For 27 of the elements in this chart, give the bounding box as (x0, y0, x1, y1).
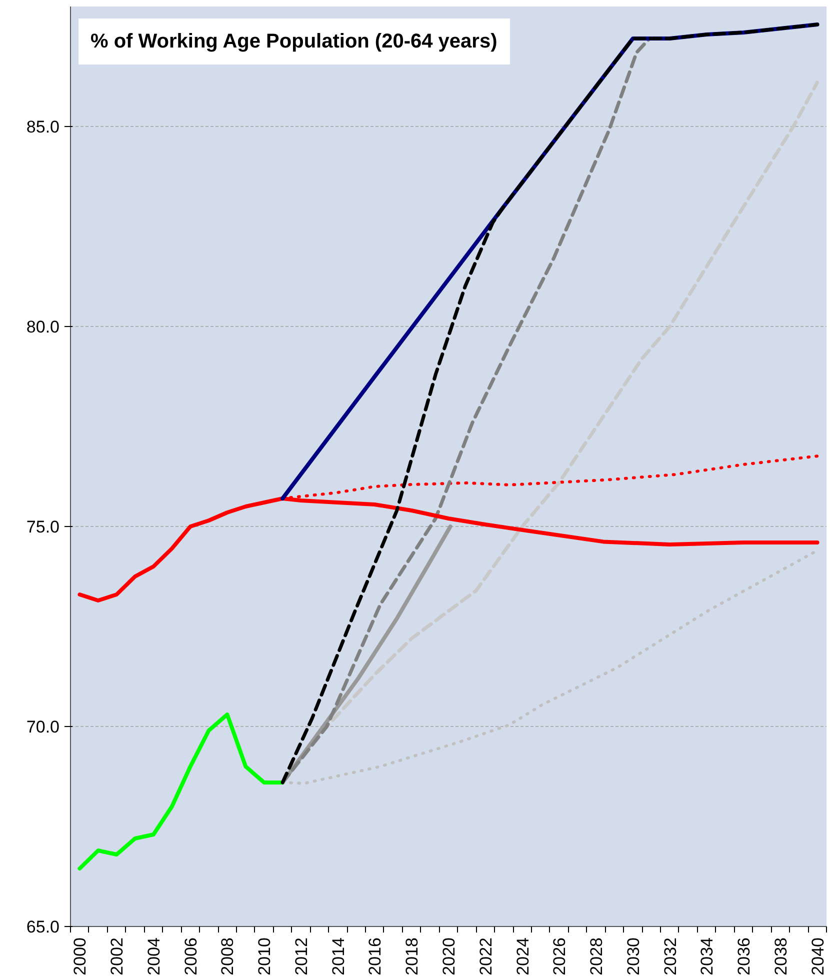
y-tick-label: 80.0 (26, 318, 60, 336)
x-tick-label: 2030 (624, 937, 643, 976)
x-tick-label: 2002 (108, 937, 127, 976)
x-tick-label: 2022 (476, 937, 496, 976)
x-tick-label: 2020 (440, 937, 458, 976)
x-tick-label: 2000 (70, 937, 90, 976)
x-tick-label: 2040 (808, 937, 828, 976)
x-tick-label: 2006 (181, 937, 200, 976)
y-tick-label: 85.0 (26, 118, 60, 136)
x-tick-label: 2004 (144, 937, 164, 976)
y-tick-label: 70.0 (26, 718, 60, 736)
x-tick-label: 2024 (513, 937, 532, 976)
x-tick-label: 2008 (218, 937, 238, 976)
x-tick-label: 2038 (771, 937, 790, 976)
x-tick-label: 2016 (366, 937, 385, 976)
x-tick-label: 2010 (255, 937, 274, 976)
x-tick-label: 2028 (587, 937, 606, 976)
x-tick-label: 2012 (292, 937, 311, 976)
x-tick-label: 2034 (698, 937, 717, 976)
x-tick-label: 2018 (402, 937, 422, 976)
x-tick-label: 2036 (734, 937, 754, 976)
x-tick-label: 2014 (328, 937, 348, 976)
x-tick-label: 2026 (550, 937, 570, 976)
text: % of Working Age Population (20-64 years) (90, 30, 498, 52)
y-tick-label: 75.0 (26, 518, 60, 536)
y-tick-label: 65.0 (26, 918, 60, 936)
x-tick-label: 2032 (660, 937, 680, 976)
